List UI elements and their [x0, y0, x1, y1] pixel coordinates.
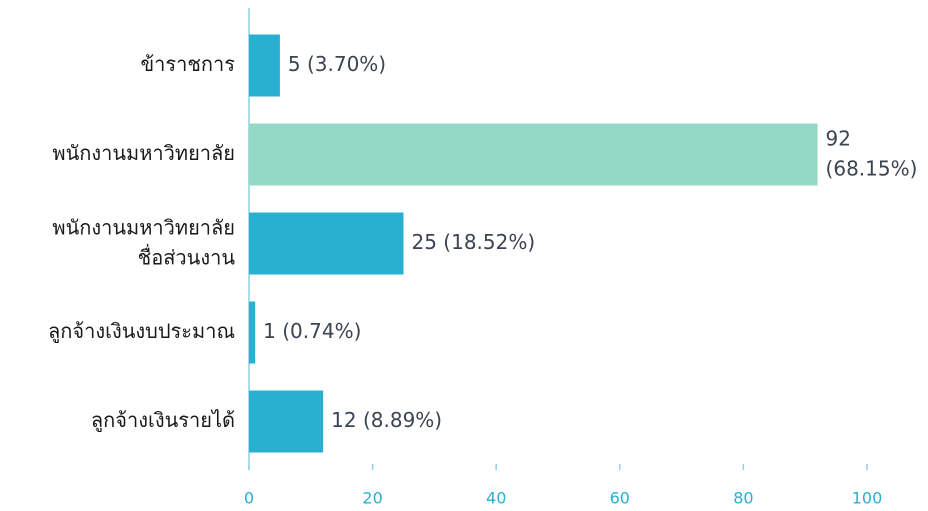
value-label: 92 (68.15%) [826, 126, 918, 180]
bar [249, 212, 404, 275]
x-tick-label: 40 [486, 489, 506, 508]
category-label: ลูกจ้างเงินงบประมาณ [48, 319, 235, 344]
value-label: 5 (3.70%) [288, 52, 386, 76]
value-label: 1 (0.74%) [263, 319, 361, 343]
bar [249, 301, 256, 364]
category-label: พนักงานมหาวิทยาลัย [52, 141, 235, 165]
bar [249, 390, 324, 453]
bar [249, 34, 280, 97]
category-label: ข้าราชการ [140, 52, 235, 76]
x-tick-label: 0 [244, 489, 254, 508]
x-tick-label: 20 [362, 489, 382, 508]
bar [249, 123, 818, 186]
value-label: 12 (8.89%) [331, 408, 442, 432]
x-tick-label: 80 [733, 489, 753, 508]
x-tick-label: 100 [852, 489, 883, 508]
x-tick-label: 60 [610, 489, 630, 508]
category-label: พนักงานมหาวิทยาลัยชื่อส่วนงาน [52, 215, 235, 269]
value-label: 25 (18.52%) [412, 230, 536, 254]
category-label: ลูกจ้างเงินรายได้ [91, 408, 235, 433]
